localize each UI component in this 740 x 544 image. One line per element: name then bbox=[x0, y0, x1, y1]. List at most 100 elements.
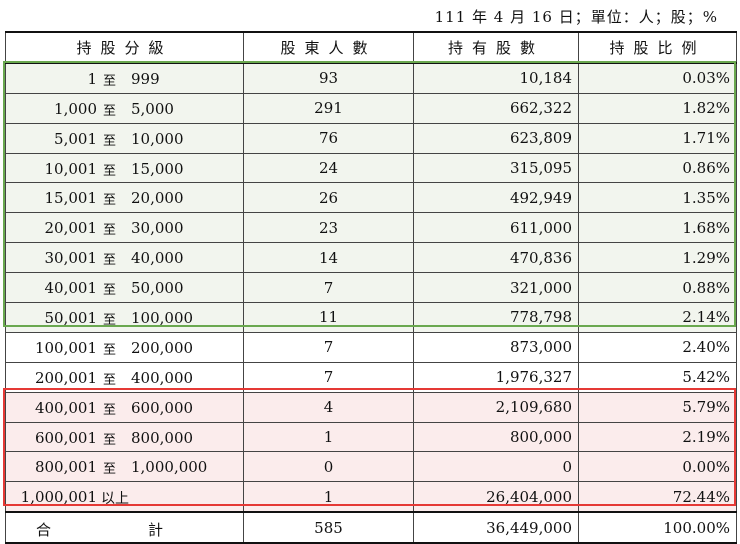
table-header-row: 持股分級 股東人數 持有股數 持股比例 bbox=[5, 31, 737, 64]
holder-count-cell: 4 bbox=[243, 391, 414, 423]
shares-held-cell: 800,000 bbox=[413, 421, 579, 453]
range-separator: 至 bbox=[103, 372, 117, 388]
holder-count-cell: 93 bbox=[243, 62, 414, 94]
holder-count-cell: 23 bbox=[243, 212, 414, 244]
range-separator: 至 bbox=[103, 193, 117, 209]
range-low: 1,000,001 bbox=[20, 488, 97, 507]
holding-ratio-cell: 5.79% bbox=[578, 391, 737, 423]
range-high: 600,000 bbox=[131, 398, 194, 417]
range-cell: 800,001 至 1,000,000 bbox=[5, 451, 244, 483]
range-separator: 至 bbox=[103, 103, 117, 119]
shareholding-distribution-table: 持股分級 股東人數 持有股數 持股比例 1 至 999 93 10,184 0.03… bbox=[5, 31, 737, 544]
table-caption: 111 年 4 月 16 日；單位：人；股；% bbox=[434, 8, 718, 26]
holder-count-cell: 26 bbox=[243, 182, 414, 214]
range-high: 100,000 bbox=[131, 309, 194, 328]
range-low: 400,001 bbox=[34, 398, 97, 417]
holding-ratio-cell: 1.35% bbox=[578, 182, 737, 214]
holding-ratio-cell: 1.71% bbox=[578, 122, 737, 154]
range-low: 20,001 bbox=[44, 219, 98, 238]
header-holder-count: 股東人數 bbox=[243, 31, 414, 64]
range-high: 30,000 bbox=[131, 219, 184, 238]
range-low: 100,001 bbox=[34, 338, 97, 357]
range-low: 5,001 bbox=[54, 129, 97, 148]
holding-ratio-cell: 2.40% bbox=[578, 331, 737, 363]
range-separator: 至 bbox=[103, 73, 117, 89]
shares-held-cell: 470,836 bbox=[413, 242, 579, 274]
table-row: 1,000 至 5,000 291 662,322 1.82% bbox=[5, 92, 737, 124]
range-cell: 1,000 至 5,000 bbox=[5, 92, 244, 124]
shares-held-cell: 1,976,327 bbox=[413, 361, 579, 393]
total-label-b: 計 bbox=[148, 521, 164, 540]
header-range: 持股分級 bbox=[5, 31, 244, 64]
table-row: 15,001 至 20,000 26 492,949 1.35% bbox=[5, 182, 737, 214]
range-low: 1,000 bbox=[54, 99, 97, 118]
holding-ratio-cell: 72.44% bbox=[578, 481, 737, 513]
range-cell: 20,001 至 30,000 bbox=[5, 212, 244, 244]
table-row: 50,001 至 100,000 11 778,798 2.14% bbox=[5, 302, 737, 333]
range-separator: 至 bbox=[103, 462, 117, 478]
range-cell: 50,001 至 100,000 bbox=[5, 302, 244, 333]
range-cell: 600,001 至 800,000 bbox=[5, 421, 244, 453]
range-cell: 100,001 至 200,000 bbox=[5, 331, 244, 363]
range-cell: 1,000,001 以上 bbox=[5, 481, 244, 513]
shares-held-cell: 0 bbox=[413, 451, 579, 483]
table-row: 800,001 至 1,000,000 0 0 0.00% bbox=[5, 451, 737, 483]
range-separator: 至 bbox=[103, 342, 117, 358]
table-row: 1 至 999 93 10,184 0.03% bbox=[5, 62, 737, 94]
holding-ratio-cell: 5.42% bbox=[578, 361, 737, 393]
shares-held-cell: 611,000 bbox=[413, 212, 579, 244]
range-high: 1,000,000 bbox=[131, 458, 208, 477]
range-cell: 15,001 至 20,000 bbox=[5, 182, 244, 214]
table-row: 30,001 至 40,000 14 470,836 1.29% bbox=[5, 242, 737, 274]
shares-held-cell: 26,404,000 bbox=[413, 481, 579, 513]
total-holder-count: 585 bbox=[243, 511, 414, 544]
holding-ratio-cell: 1.68% bbox=[578, 212, 737, 244]
holder-count-cell: 0 bbox=[243, 451, 414, 483]
table-row: 10,001 至 15,000 24 315,095 0.86% bbox=[5, 152, 737, 184]
shares-held-cell: 873,000 bbox=[413, 331, 579, 363]
range-cell: 30,001 至 40,000 bbox=[5, 242, 244, 274]
holder-count-cell: 11 bbox=[243, 302, 414, 333]
holder-count-cell: 7 bbox=[243, 361, 414, 393]
shares-held-cell: 321,000 bbox=[413, 272, 579, 304]
table-row: 600,001 至 800,000 1 800,000 2.19% bbox=[5, 421, 737, 453]
range-low: 30,001 bbox=[44, 249, 98, 268]
range-low: 50,001 bbox=[44, 309, 98, 328]
range-low: 600,001 bbox=[34, 428, 97, 447]
holding-ratio-cell: 1.29% bbox=[578, 242, 737, 274]
holding-ratio-cell: 0.86% bbox=[578, 152, 737, 184]
range-high: 400,000 bbox=[131, 368, 194, 387]
holder-count-cell: 7 bbox=[243, 331, 414, 363]
table-row: 400,001 至 600,000 4 2,109,680 5.79% bbox=[5, 391, 737, 423]
range-separator: 至 bbox=[103, 223, 117, 239]
shares-held-cell: 778,798 bbox=[413, 302, 579, 333]
range-high: 5,000 bbox=[131, 99, 174, 118]
range-low: 200,001 bbox=[34, 368, 97, 387]
holder-count-cell: 7 bbox=[243, 272, 414, 304]
table-row: 200,001 至 400,000 7 1,976,327 5.42% bbox=[5, 361, 737, 393]
holding-ratio-cell: 2.14% bbox=[578, 302, 737, 333]
total-label-a: 合 bbox=[36, 521, 52, 540]
range-separator: 至 bbox=[103, 163, 117, 179]
range-low: 40,001 bbox=[44, 279, 98, 298]
shares-held-cell: 315,095 bbox=[413, 152, 579, 184]
holder-count-cell: 14 bbox=[243, 242, 414, 274]
holding-ratio-cell: 2.19% bbox=[578, 421, 737, 453]
range-high: 10,000 bbox=[131, 129, 184, 148]
range-low: 1 bbox=[87, 69, 97, 88]
table-row: 100,001 至 200,000 7 873,000 2.40% bbox=[5, 331, 737, 363]
range-low: 15,001 bbox=[44, 189, 98, 208]
range-cell: 40,001 至 50,000 bbox=[5, 272, 244, 304]
holder-count-cell: 1 bbox=[243, 421, 414, 453]
range-high: 40,000 bbox=[131, 249, 184, 268]
holder-count-cell: 291 bbox=[243, 92, 414, 124]
range-separator: 至 bbox=[103, 432, 117, 448]
range-separator: 以上 bbox=[101, 491, 129, 508]
holding-ratio-cell: 0.03% bbox=[578, 62, 737, 94]
range-high: 800,000 bbox=[131, 428, 194, 447]
range-high: 999 bbox=[131, 69, 160, 88]
range-high: 50,000 bbox=[131, 279, 184, 298]
shares-held-cell: 662,322 bbox=[413, 92, 579, 124]
range-separator: 至 bbox=[103, 133, 117, 149]
range-cell: 400,001 至 600,000 bbox=[5, 391, 244, 423]
